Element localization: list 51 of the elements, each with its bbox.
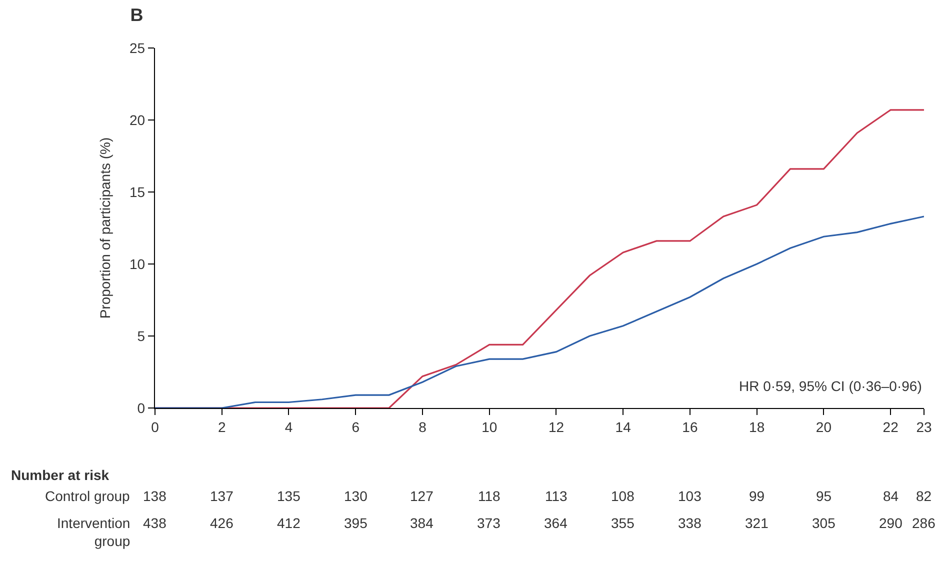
text: 355 <box>611 515 635 531</box>
x-tick-label: 12 <box>548 418 564 435</box>
text: 364 <box>544 515 568 531</box>
x-tick-label: 20 <box>816 418 832 435</box>
text: 135 <box>277 488 301 504</box>
text: 338 <box>678 515 702 531</box>
x-tick-label: 4 <box>284 418 293 435</box>
x-tick-label: 22 <box>882 418 899 435</box>
x-tick-label: 2 <box>218 418 226 435</box>
text: 321 <box>745 515 769 531</box>
text: 113 <box>545 488 568 504</box>
text: 290 <box>879 515 903 531</box>
x-tick-label: 18 <box>749 418 765 435</box>
text: 99 <box>749 488 765 504</box>
text: 84 <box>883 488 899 504</box>
text: 305 <box>812 515 836 531</box>
text: 138 <box>143 488 167 504</box>
y-tick-label: 5 <box>137 328 146 344</box>
text: 103 <box>678 488 702 504</box>
x-tick-label: 16 <box>682 418 698 435</box>
text: 426 <box>210 515 234 531</box>
text: 384 <box>410 515 434 531</box>
x-tick-label: 0 <box>151 418 160 435</box>
text: 412 <box>277 515 301 531</box>
text: 286 <box>912 515 936 531</box>
x-tick-label: 6 <box>352 418 360 435</box>
text: Control group <box>45 488 130 504</box>
y-tick-label: 10 <box>130 256 146 272</box>
text: Intervention group <box>57 515 130 550</box>
annotation: HR 0·59, 95% CI (0·36–0·96) <box>739 378 922 394</box>
y-tick-label: 15 <box>130 184 146 200</box>
y-tick-label: 0 <box>137 400 146 416</box>
text: 127 <box>410 488 434 504</box>
x-tick-label: 10 <box>482 418 498 435</box>
y-tick-label: 20 <box>130 112 146 128</box>
x-tick-label: 23 <box>916 418 932 435</box>
chart-title: B <box>130 5 144 26</box>
text: 395 <box>344 515 368 531</box>
text: 137 <box>210 488 234 504</box>
x-tick-label: 8 <box>418 418 427 435</box>
y-tick-label: 25 <box>130 40 146 56</box>
text: 95 <box>816 488 832 504</box>
text: Number at risk <box>11 467 110 483</box>
text: 130 <box>344 488 368 504</box>
text: 373 <box>477 515 501 531</box>
text: 108 <box>611 488 635 504</box>
text: 438 <box>143 515 167 531</box>
y-axis-title: Proportion of participants (%) <box>97 137 114 319</box>
text: 118 <box>478 488 501 504</box>
text: 82 <box>916 488 932 504</box>
x-tick-label: 14 <box>615 418 632 435</box>
